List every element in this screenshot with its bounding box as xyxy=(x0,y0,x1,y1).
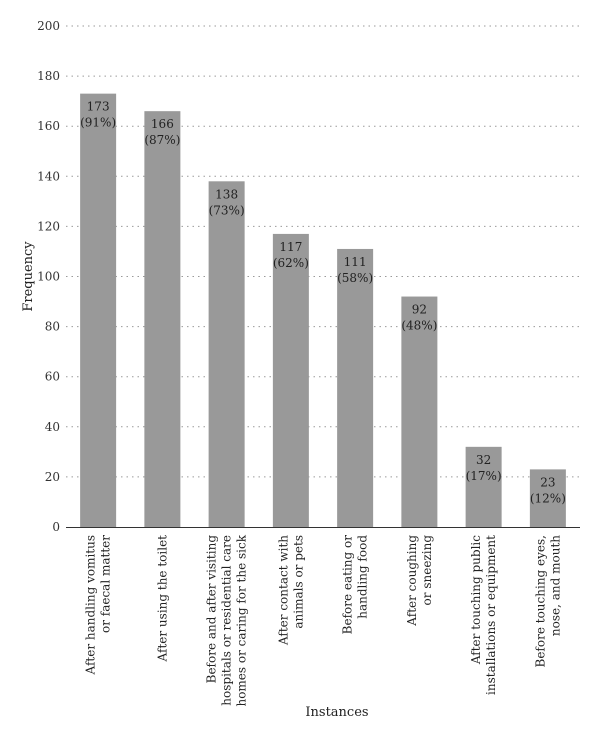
gridlines xyxy=(66,25,580,478)
category-label: After handling vomitusor faecal matter xyxy=(84,535,113,676)
y-tick-label: 180 xyxy=(37,69,60,83)
data-label: 173 (91%) xyxy=(80,100,116,130)
data-label: 117 (62%) xyxy=(273,240,309,270)
y-tick-label: 100 xyxy=(37,270,60,284)
data-label: 23 (12%) xyxy=(530,475,566,505)
svg-text:After using the toilet: After using the toilet xyxy=(155,535,169,663)
y-tick-label: 160 xyxy=(37,119,60,133)
data-label: 92 (48%) xyxy=(401,303,437,333)
svg-text:Before and after visitinghospi: Before and after visitinghospitals or re… xyxy=(205,534,249,706)
x-axis-title: Instances xyxy=(305,705,368,720)
bars xyxy=(80,93,566,528)
y-tick-label: 80 xyxy=(45,320,60,334)
category-label: Before and after visitinghospitals or re… xyxy=(205,534,249,706)
y-tick-label: 140 xyxy=(37,169,60,183)
category-labels: After handling vomitusor faecal matter Af… xyxy=(84,534,563,706)
bar xyxy=(337,248,374,527)
bar xyxy=(401,296,438,527)
bar xyxy=(529,469,566,527)
y-tick-labels: 0 20 40 60 80 100 120 140 160 180 200 xyxy=(37,19,60,534)
category-label: After using the toilet xyxy=(155,535,169,663)
data-label: 138 (73%) xyxy=(209,187,245,217)
data-label: 111 (58%) xyxy=(337,255,373,285)
svg-text:After contact withanimals or p: After contact withanimals or pets xyxy=(276,535,305,646)
category-label: After contact withanimals or pets xyxy=(276,535,305,646)
svg-text:Before eating orhandling food: Before eating orhandling food xyxy=(341,535,370,635)
data-label: 32 (17%) xyxy=(466,453,502,483)
svg-text:Before touching eyes,nose, and: Before touching eyes,nose, and mouth xyxy=(533,535,562,668)
data-labels: 173 (91%) 166 (87%) 138 (73%) 117 (62%) 111 (58%)… xyxy=(80,100,566,506)
data-label: 166 (87%) xyxy=(144,117,180,147)
category-label: After coughingor sneezing xyxy=(405,535,434,627)
bar xyxy=(208,181,245,527)
y-axis-title: Frequency xyxy=(21,241,36,312)
bar xyxy=(272,233,309,528)
y-tick-label: 40 xyxy=(45,420,60,434)
svg-text:After touching publicinstallat: After touching publicinstallations or eq… xyxy=(469,535,498,695)
category-label: After touching publicinstallations or eq… xyxy=(469,535,498,695)
y-tick-label: 0 xyxy=(52,520,60,534)
svg-text:After coughingor sneezing: After coughingor sneezing xyxy=(405,535,434,627)
svg-text:After handling vomitusor faeca: After handling vomitusor faecal matter xyxy=(84,535,113,676)
category-label: Before eating orhandling food xyxy=(341,535,370,635)
category-label: Before touching eyes,nose, and mouth xyxy=(533,535,562,668)
bar xyxy=(144,111,181,528)
y-tick-label: 20 xyxy=(45,470,60,484)
y-tick-label: 60 xyxy=(45,370,60,384)
y-tick-label: 200 xyxy=(37,19,60,33)
bar xyxy=(465,446,502,527)
y-tick-label: 120 xyxy=(37,219,60,233)
bar xyxy=(80,93,117,527)
